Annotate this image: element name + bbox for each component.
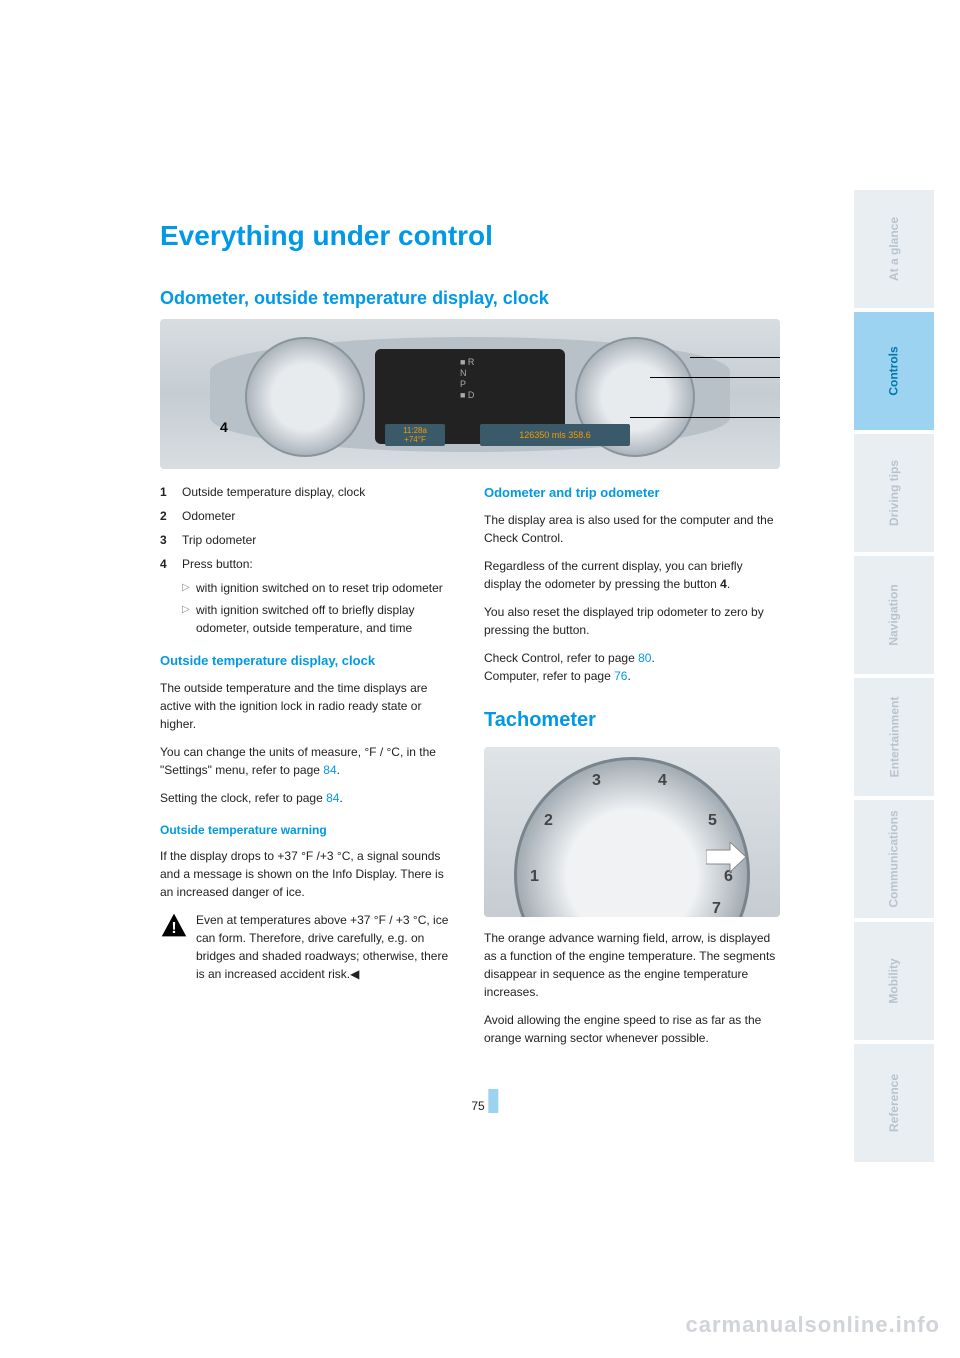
triangle-icon: ▷ — [182, 579, 196, 597]
tach-num: 4 — [658, 769, 667, 793]
page-link[interactable]: 76 — [614, 669, 627, 683]
tab-mobility[interactable]: Mobility — [854, 922, 934, 1040]
text: Setting the clock, refer to page — [160, 791, 326, 805]
list-text: Press button: — [182, 555, 253, 573]
bullet-item: ▷with ignition switched off to briefly d… — [182, 601, 456, 637]
warning-icon: ! — [160, 911, 188, 939]
callout-line — [690, 357, 780, 358]
tachometer-dial — [514, 757, 750, 917]
tab-label: Navigation — [887, 584, 901, 645]
gear-indicator: ■ R N P ■ D — [460, 357, 474, 401]
paragraph: Avoid allowing the engine speed to rise … — [484, 1011, 780, 1047]
watermark: carmanualsonline.info — [686, 1312, 941, 1338]
list-num: 3 — [160, 531, 182, 549]
tab-driving-tips[interactable]: Driving tips — [854, 434, 934, 552]
column-left: 1Outside temperature display, clock 2Odo… — [160, 483, 456, 1057]
tab-label: At a glance — [887, 217, 901, 281]
tab-controls[interactable]: Controls — [854, 312, 934, 430]
tab-label: Entertainment — [887, 697, 901, 778]
list-item: 2Odometer — [160, 507, 456, 525]
tab-entertainment[interactable]: Entertainment — [854, 678, 934, 796]
text: Check Control, refer to page — [484, 651, 638, 665]
callout-line — [650, 377, 780, 378]
lcd-clock-temp: 11:28a+74°F — [385, 424, 445, 446]
tab-label: Controls — [887, 346, 901, 395]
page-number: 75 — [471, 1099, 484, 1113]
list-num: 4 — [160, 555, 182, 573]
tab-at-a-glance[interactable]: At a glance — [854, 190, 934, 308]
triangle-icon: ▷ — [182, 601, 196, 637]
lcd-temp: +74°F — [404, 435, 426, 444]
paragraph: Check Control, refer to page 80. Computer… — [484, 649, 780, 685]
arrow-icon — [706, 842, 746, 877]
subheading-temp-warning: Outside temperature warning — [160, 821, 456, 839]
paragraph: Regardless of the current display, you c… — [484, 557, 780, 593]
bullet-item: ▷with ignition switched on to reset trip… — [182, 579, 456, 597]
tab-reference[interactable]: Reference — [854, 1044, 934, 1162]
paragraph: The outside temperature and the time dis… — [160, 679, 456, 733]
callout-line — [630, 417, 780, 418]
text: Regardless of the current display, you c… — [484, 559, 743, 591]
subheading-odo-trip: Odometer and trip odometer — [484, 483, 780, 503]
gauge-speedometer — [245, 337, 365, 457]
page-tab-marker — [489, 1089, 499, 1113]
text: . — [651, 651, 654, 665]
lcd-time: 11:28a — [403, 426, 427, 435]
tach-num: 5 — [708, 809, 717, 833]
subheading-temp-clock: Outside temperature display, clock — [160, 651, 456, 671]
list-text: Outside temperature display, clock — [182, 483, 365, 501]
bullet-text: with ignition switched on to reset trip … — [196, 579, 443, 597]
list-item: 4Press button: — [160, 555, 456, 573]
page-number-wrap: 75 — [471, 1089, 498, 1113]
figure-tachometer: 1 2 3 4 5 6 7 — [484, 747, 780, 917]
page-link[interactable]: 80 — [638, 651, 651, 665]
warning-text: Even at temperatures above +37 °F / +3 °… — [196, 911, 456, 983]
list-text: Trip odometer — [182, 531, 256, 549]
tach-num: 7 — [712, 897, 721, 917]
tach-num: 3 — [592, 769, 601, 793]
list-item: 3Trip odometer — [160, 531, 456, 549]
text: . — [727, 577, 730, 591]
paragraph: The display area is also used for the co… — [484, 511, 780, 547]
button-ref: 4 — [720, 577, 727, 591]
tach-num: 2 — [544, 809, 553, 833]
page-title: Everything under control — [160, 220, 810, 252]
figure-instrument-cluster: ■ R N P ■ D 11:28a+74°F 126350 mls 358.6… — [160, 319, 780, 469]
paragraph: You can change the units of measure, °F … — [160, 743, 456, 779]
svg-text:!: ! — [171, 919, 176, 936]
page-link[interactable]: 84 — [326, 791, 339, 805]
list-text: Odometer — [182, 507, 235, 525]
list-num: 2 — [160, 507, 182, 525]
paragraph: If the display drops to +37 °F /+3 °C, a… — [160, 847, 456, 901]
list-num: 1 — [160, 483, 182, 501]
lcd-odometer: 126350 mls 358.6 — [480, 424, 630, 446]
text: You can change the units of measure, °F … — [160, 745, 436, 777]
text: Computer, refer to page — [484, 669, 614, 683]
tab-label: Mobility — [887, 958, 901, 1003]
page-content: Everything under control Odometer, outsi… — [160, 220, 810, 1057]
section-heading-tachometer: Tachometer — [484, 705, 780, 735]
tab-label: Driving tips — [887, 460, 901, 526]
tab-communications[interactable]: Communications — [854, 800, 934, 918]
bullet-text: with ignition switched off to briefly di… — [196, 601, 456, 637]
text: . — [627, 669, 630, 683]
paragraph: Setting the clock, refer to page 84. — [160, 789, 456, 807]
section-heading-odometer: Odometer, outside temperature display, c… — [160, 288, 810, 309]
paragraph: You also reset the displayed trip odomet… — [484, 603, 780, 639]
section-tabs: At a glance Controls Driving tips Naviga… — [854, 190, 934, 1166]
paragraph: The orange advance warning field, arrow,… — [484, 929, 780, 1001]
list-item: 1Outside temperature display, clock — [160, 483, 456, 501]
column-right: Odometer and trip odometer The display a… — [484, 483, 780, 1057]
page-link[interactable]: 84 — [323, 763, 336, 777]
tab-label: Communications — [887, 810, 901, 907]
tach-num: 1 — [530, 865, 539, 889]
callout-4: 4 — [220, 419, 228, 435]
content-columns: 1Outside temperature display, clock 2Odo… — [160, 483, 810, 1057]
warning-block: ! Even at temperatures above +37 °F / +3… — [160, 911, 456, 983]
tab-label: Reference — [887, 1074, 901, 1132]
tab-navigation[interactable]: Navigation — [854, 556, 934, 674]
